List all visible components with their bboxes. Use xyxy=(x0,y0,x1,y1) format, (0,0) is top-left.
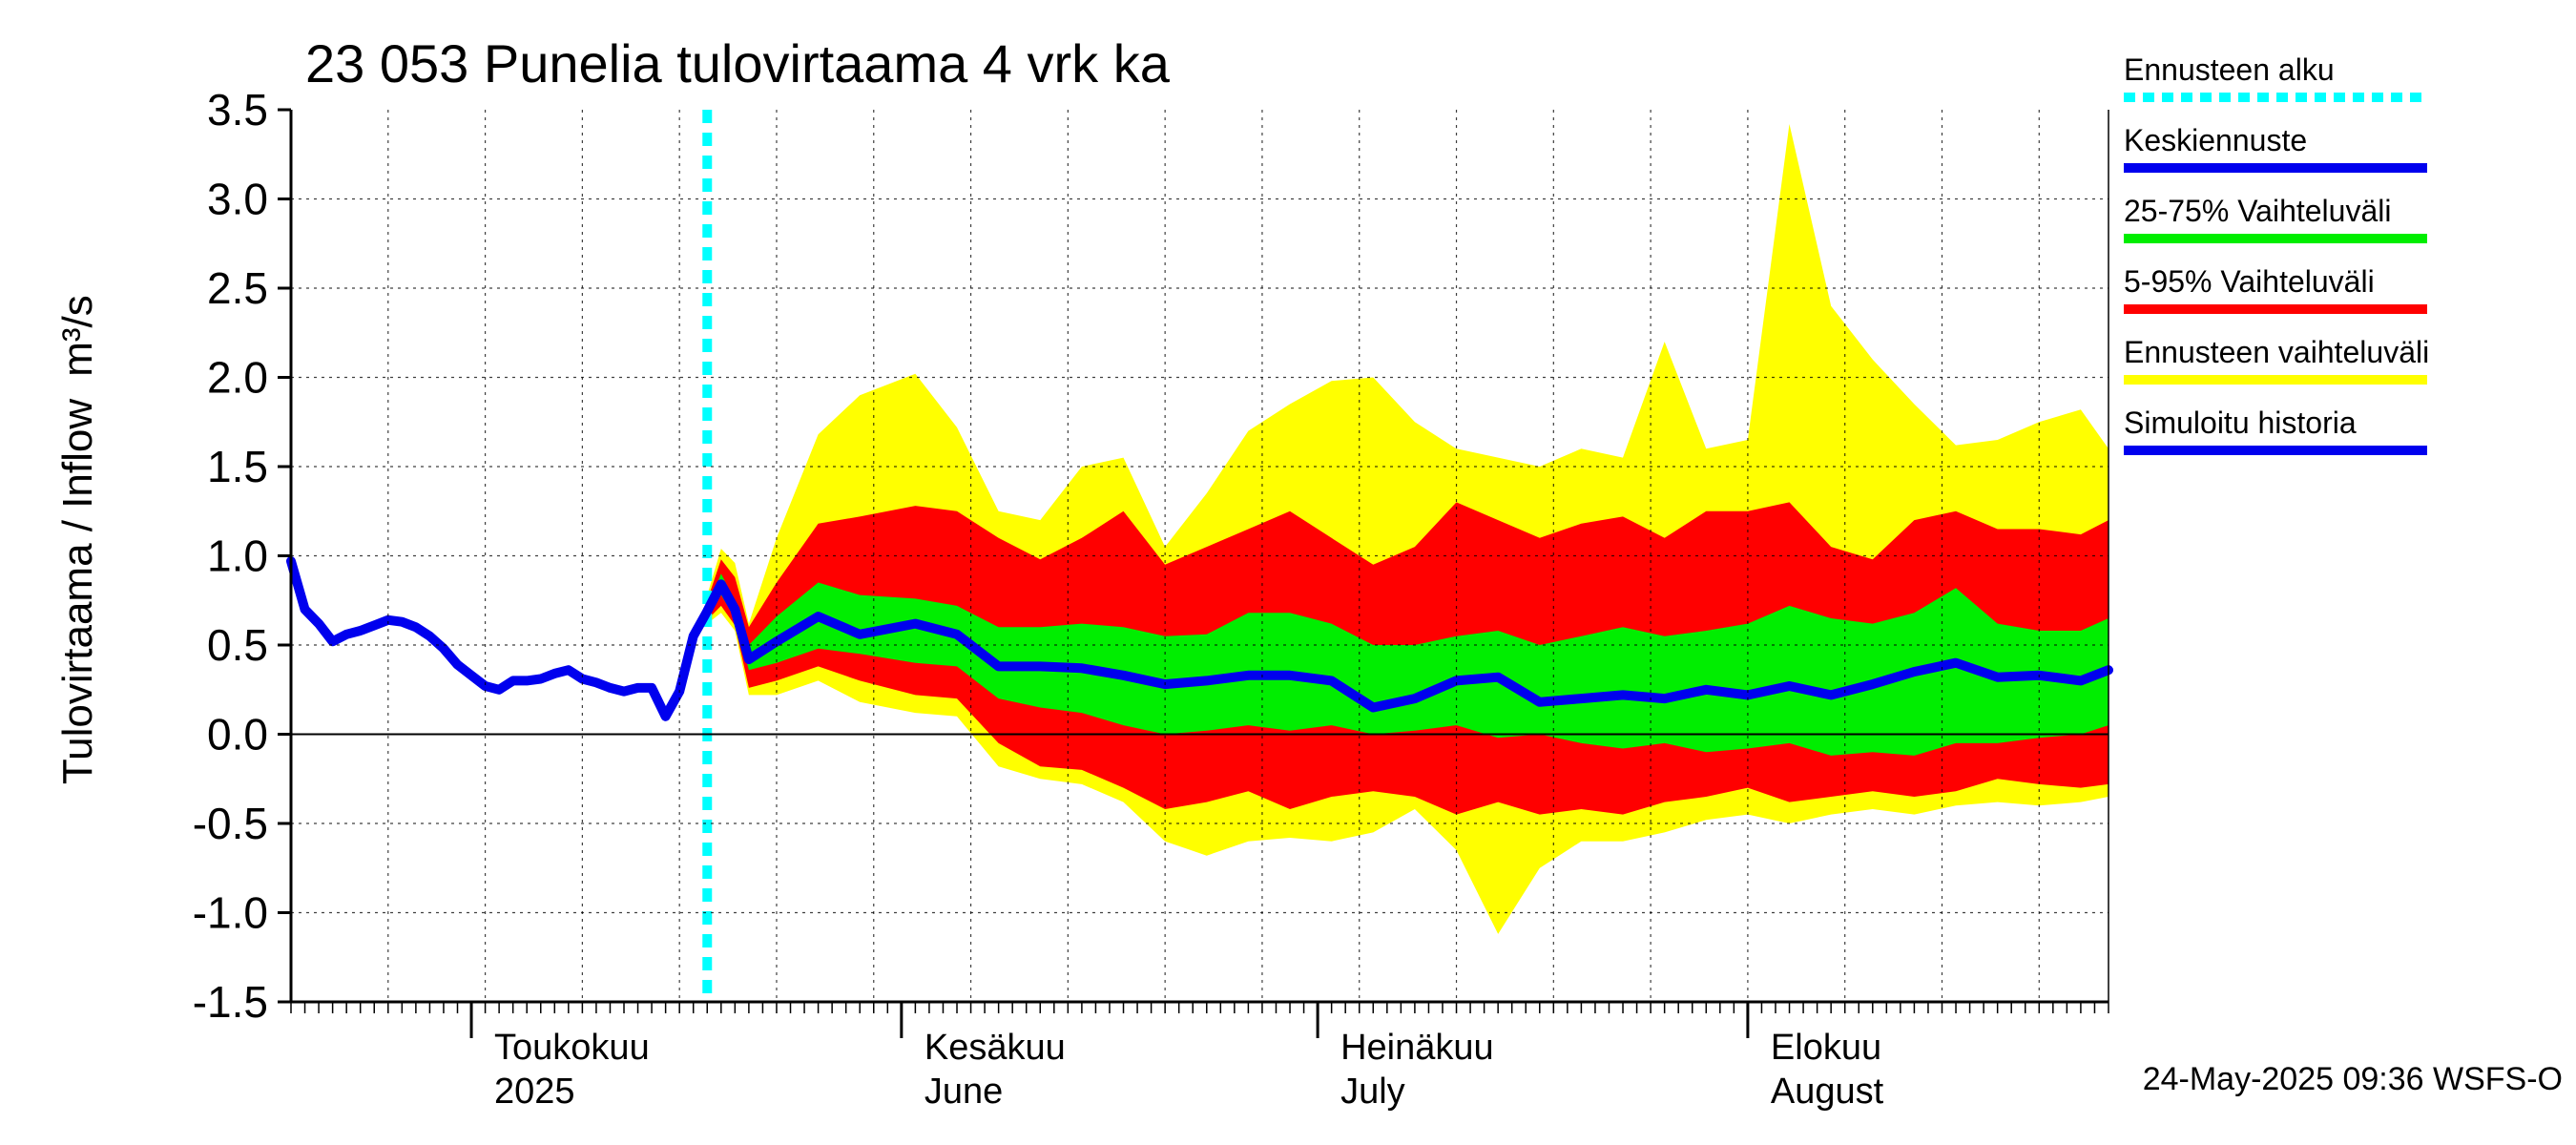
y-tick-label: -1.5 xyxy=(193,977,268,1027)
x-month-label-fi: Toukokuu xyxy=(494,1028,650,1068)
y-tick-label: 1.0 xyxy=(207,531,268,581)
band-25-75 xyxy=(707,573,2109,756)
legend-label: Ennusteen vaihteluväli xyxy=(2124,335,2429,369)
y-tick-label: 0.5 xyxy=(207,620,268,670)
y-tick-label: -0.5 xyxy=(193,799,268,848)
x-month-label-en: August xyxy=(1771,1072,1884,1112)
grid-lines xyxy=(291,110,2109,1002)
x-month-label-en: July xyxy=(1340,1072,1405,1112)
y-axis-label: Tulovirtaama / Inflow xyxy=(54,399,101,785)
x-month-label-fi: Heinäkuu xyxy=(1340,1028,1494,1068)
x-month-label-fi: Elokuu xyxy=(1771,1028,1881,1068)
y-tick-label: 3.0 xyxy=(207,175,268,224)
simulated-history-line xyxy=(286,556,740,721)
x-month-label-en: 2025 xyxy=(494,1072,575,1112)
median-forecast-line xyxy=(702,579,2113,713)
x-month-label-fi: Kesäkuu xyxy=(924,1028,1066,1068)
y-tick-label: 3.5 xyxy=(207,85,268,135)
legend-label: 25-75% Vaihteluväli xyxy=(2124,194,2391,228)
chart-title: 23 053 Punelia tulovirtaama 4 vrk ka xyxy=(305,33,1171,94)
y-tick-label: 0.0 xyxy=(207,710,268,760)
y-axis-unit: m³/s xyxy=(54,295,101,377)
axes: -1.5 -1.0 -0.5 0.0 0.5 1.0 1.5 2.0 2.5 3.0 3.5 Touk… xyxy=(193,85,2109,1112)
y-tick-label: 2.0 xyxy=(207,353,268,403)
x-month-label-en: June xyxy=(924,1072,1003,1112)
plot-area xyxy=(286,110,2113,1002)
legend-label: Keskiennuste xyxy=(2124,123,2307,157)
timestamp: 24-May-2025 09:36 WSFS-O xyxy=(2143,1061,2563,1097)
legend: Ennusteen alku Keskiennuste 25-75% Vaihtel… xyxy=(2124,52,2429,455)
legend-label: 5-95% Vaihteluväli xyxy=(2124,264,2375,299)
y-tick-label: 1.5 xyxy=(207,442,268,491)
legend-label: Simuloitu historia xyxy=(2124,406,2357,440)
y-tick-label: 2.5 xyxy=(207,263,268,313)
legend-label: Ennusteen alku xyxy=(2124,52,2335,87)
y-tick-label: -1.0 xyxy=(193,888,268,938)
